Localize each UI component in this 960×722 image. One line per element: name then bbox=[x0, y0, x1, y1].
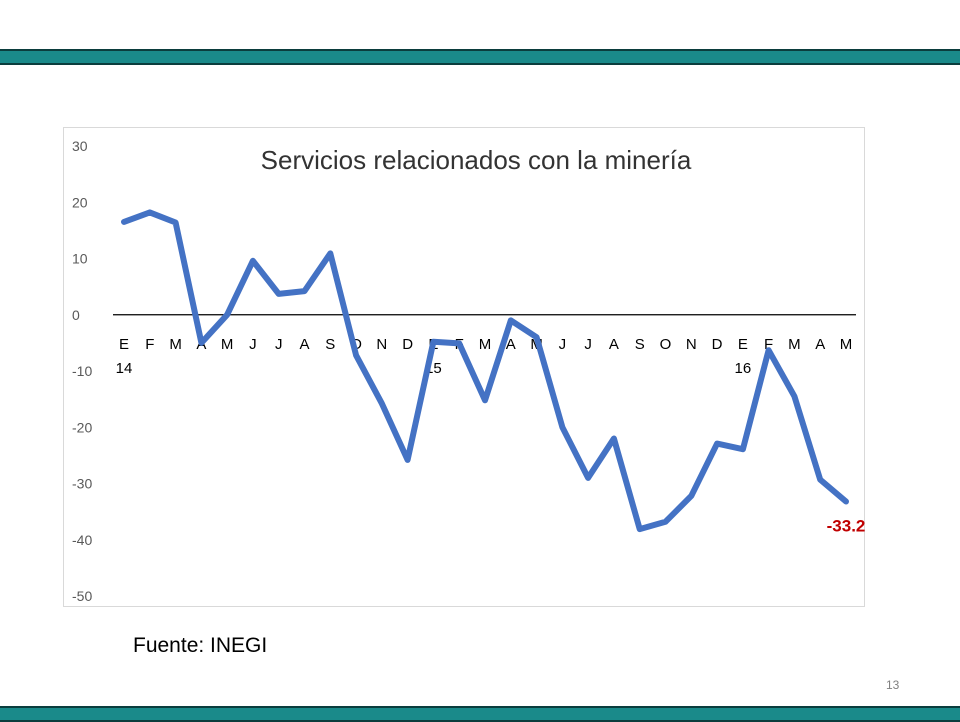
x-tick-label: S bbox=[635, 336, 645, 353]
x-tick-label: O bbox=[660, 336, 672, 353]
page-number: 13 bbox=[886, 678, 899, 692]
x-tick-label: N bbox=[376, 336, 387, 353]
x-tick-label: M bbox=[221, 336, 234, 353]
x-tick-label: M bbox=[788, 336, 801, 353]
year-label: 16 bbox=[735, 360, 752, 377]
y-axis-ticks: 30 20 10 0 -10 -20 -30 -40 -50 bbox=[72, 138, 92, 604]
y-tick-label: 0 bbox=[72, 307, 80, 323]
x-tick-label: A bbox=[299, 336, 309, 353]
y-tick-label: 20 bbox=[72, 194, 88, 210]
y-tick-label: -40 bbox=[72, 532, 92, 548]
x-tick-label: A bbox=[609, 336, 619, 353]
y-tick-label: -20 bbox=[72, 419, 92, 435]
line-chart: Servicios relacionados con la minería 30… bbox=[64, 128, 866, 608]
y-tick-label: -10 bbox=[72, 363, 92, 379]
y-tick-label: 30 bbox=[72, 138, 88, 154]
x-tick-label: N bbox=[686, 336, 697, 353]
x-tick-label: M bbox=[479, 336, 492, 353]
y-tick-label: -30 bbox=[72, 476, 92, 492]
chart-area: Servicios relacionados con la minería 30… bbox=[63, 127, 865, 607]
x-tick-label: J bbox=[275, 336, 283, 353]
x-tick-label: J bbox=[584, 336, 592, 353]
top-decorative-band bbox=[0, 49, 960, 65]
x-tick-label: J bbox=[249, 336, 257, 353]
annotations: -33.2 bbox=[827, 517, 866, 536]
year-label: 14 bbox=[116, 360, 133, 377]
x-tick-label: E bbox=[738, 336, 748, 353]
x-tick-label: D bbox=[402, 336, 413, 353]
y-tick-label: -50 bbox=[72, 588, 92, 604]
y-tick-label: 10 bbox=[72, 251, 88, 267]
data-label: -33.2 bbox=[827, 517, 866, 536]
x-tick-label: S bbox=[325, 336, 335, 353]
x-tick-label: M bbox=[840, 336, 853, 353]
x-tick-label: M bbox=[169, 336, 182, 353]
source-note: Fuente: INEGI bbox=[133, 634, 267, 658]
x-tick-label: A bbox=[815, 336, 825, 353]
x-tick-label: D bbox=[712, 336, 723, 353]
x-tick-label: F bbox=[145, 336, 154, 353]
x-tick-label: J bbox=[559, 336, 567, 353]
chart-title: Servicios relacionados con la minería bbox=[261, 145, 692, 175]
x-tick-label: E bbox=[119, 336, 129, 353]
